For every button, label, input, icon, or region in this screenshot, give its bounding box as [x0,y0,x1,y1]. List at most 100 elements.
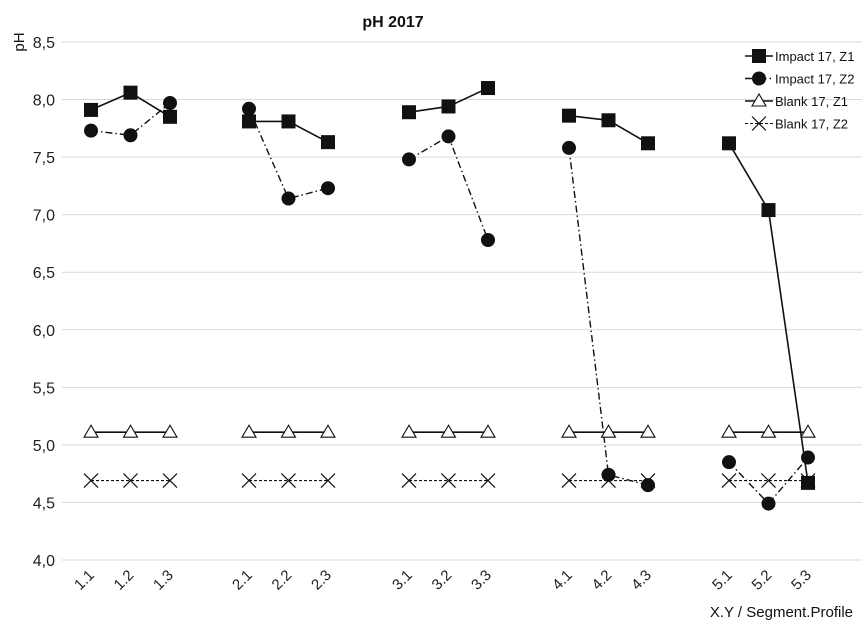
y-tick-label: 4,5 [33,495,55,512]
data-point [281,114,296,129]
data-point [440,424,457,438]
series-1 [84,81,815,490]
legend-marker [752,49,766,63]
data-point [401,424,417,438]
data-point [721,473,737,488]
x-tick-label: 5.3 [788,567,815,594]
x-tick-label: 2.2 [269,567,296,594]
legend-marker [751,92,767,107]
data-point [801,475,815,490]
data-point [481,81,495,96]
y-tick-label: 5,0 [33,438,55,455]
x-tick-label: 4.2 [589,567,616,594]
y-tick-label: 8,0 [33,93,55,110]
data-point [242,114,256,129]
data-point [601,467,616,482]
x-tick-label: 4.3 [628,567,655,594]
data-point [280,424,297,438]
series-4 [83,473,816,488]
data-point [561,424,577,438]
gridlines [62,41,862,561]
data-point [481,232,495,247]
data-point [123,128,138,143]
chart-title: pH 2017 [362,14,423,31]
data-point [561,473,577,488]
data-point [242,101,256,116]
data-point [123,473,138,488]
data-point [162,424,178,438]
data-point [722,136,736,151]
data-point [321,181,335,196]
x-tick-label: 1.3 [150,567,177,594]
data-point [320,424,336,438]
x-tick-label: 3.1 [389,567,416,594]
x-axis-label: X.Y / Segment.Profile [710,604,853,621]
legend-label: Impact 17, Z1 [775,49,854,64]
data-point [162,473,178,488]
data-point [600,424,617,438]
x-tick-label: 5.2 [749,567,776,594]
y-tick-label: 4,0 [33,553,55,570]
y-tick-label: 7,5 [33,150,55,167]
data-point [281,191,296,206]
data-point [84,102,98,117]
data-point [402,152,416,167]
data-point [641,478,655,493]
data-point [123,85,138,100]
y-tick-label: 5,5 [33,380,55,397]
x-tick-labels: 1.1 1.2 1.3 2.1 2.2 2.3 3.1 3.2 3.3 4.1 4.2 4.3 5.1 5… [71,567,815,594]
data-point [640,473,656,488]
legend-label: Impact 17, Z2 [775,72,854,87]
data-point [800,424,816,438]
x-tick-label: 2.1 [229,567,256,594]
data-point [800,473,816,488]
data-point [83,473,99,488]
legend-label: Blank 17, Z2 [775,117,848,132]
legend-marker [752,71,766,86]
data-point [241,473,257,488]
data-point [441,473,456,488]
y-axis-label: pH [11,32,28,51]
data-point [402,105,416,120]
data-point [562,140,576,155]
x-tick-label: 4.1 [549,567,576,594]
data-point [281,473,296,488]
y-tick-label: 6,5 [33,265,55,282]
data-point [721,424,737,438]
data-point [801,450,815,465]
data-point [83,424,99,438]
series-3 [83,424,816,438]
data-point [761,203,776,218]
data-point [761,496,776,511]
series-layer [83,81,816,511]
series-line-segment [408,135,489,241]
y-tick-label: 8,5 [33,35,55,52]
data-point [641,136,655,151]
legend-label: Blank 17, Z1 [775,94,848,109]
y-tick-label: 7,0 [33,208,55,225]
data-point [321,135,335,150]
series-2 [84,96,815,511]
data-point [601,473,616,488]
data-point [722,455,736,470]
data-point [601,113,616,128]
data-point [441,99,456,114]
x-tick-label: 2.3 [308,567,335,594]
data-point [163,96,177,111]
data-point [84,123,98,138]
data-point [760,424,777,438]
legend-marker [751,116,767,131]
data-point [480,424,496,438]
data-point [320,473,336,488]
x-tick-label: 1.1 [71,567,98,594]
data-point [480,473,496,488]
data-point [640,424,656,438]
data-point [562,108,576,123]
x-tick-label: 5.1 [709,567,736,594]
y-tick-label: 6,0 [33,323,55,340]
y-tick-labels: 4,0 4,5 5,0 5,5 6,0 6,5 7,0 7,5 8,0 8,5 [33,35,55,570]
data-point [241,424,257,438]
data-point [401,473,417,488]
x-tick-label: 3.2 [429,567,456,594]
